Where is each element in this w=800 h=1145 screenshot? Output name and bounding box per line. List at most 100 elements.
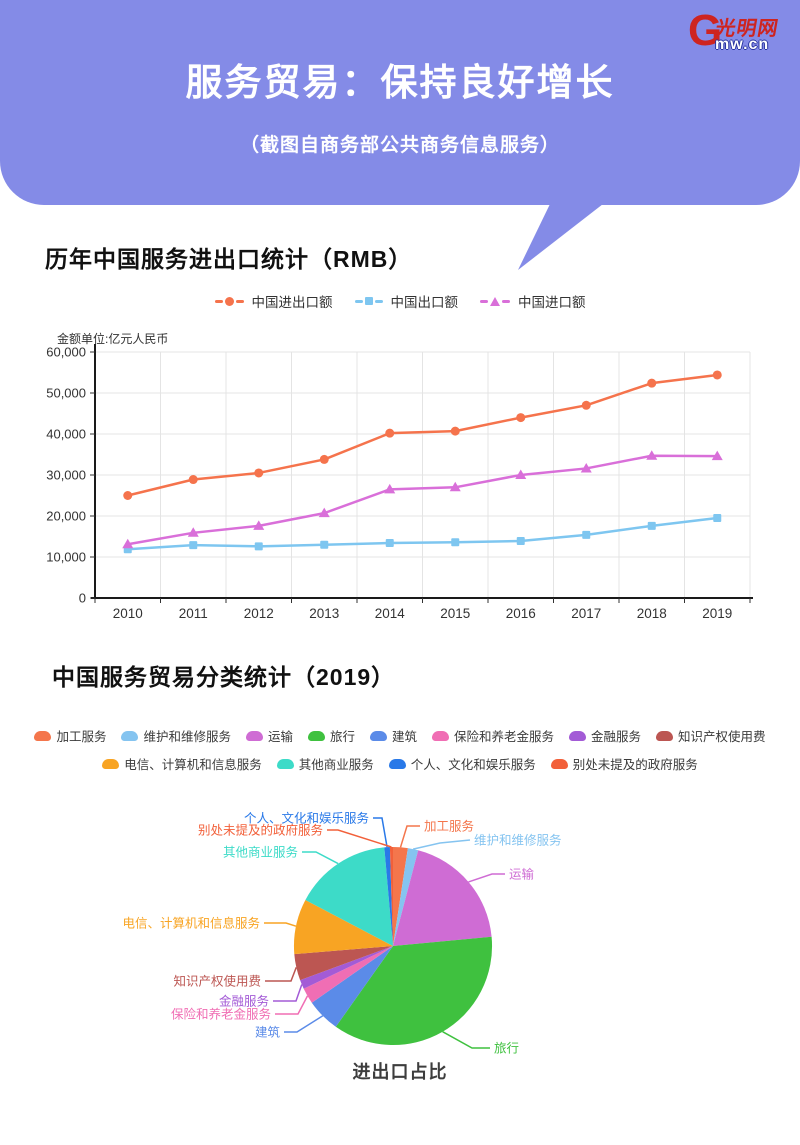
pie-slice-2: 运输 — [393, 850, 535, 946]
pie-chart-legend-row-1: 加工服务 维护和维修服务 运输 旅行 建筑 保险和养老金服务 金融服务 知识产权使用费 — [0, 726, 800, 745]
pie-slice-7: 知识产权使用费 — [173, 946, 393, 989]
pie-label-10: 个人、文化和娱乐服务 — [244, 811, 369, 826]
legend-label: 加工服务 — [56, 730, 107, 744]
svg-text:2011: 2011 — [179, 606, 208, 621]
svg-text:50,000: 50,000 — [46, 386, 86, 401]
gmw-logo-g: G — [688, 6, 723, 55]
pie-legend-item-7: 知识产权使用费 — [656, 726, 766, 745]
legend-label: 运输 — [267, 730, 293, 744]
pie-slice-4: 建筑 — [255, 946, 393, 1040]
legend-label: 知识产权使用费 — [678, 730, 766, 744]
legend-label: 中国进出口额 — [251, 295, 333, 310]
circle-marker-icon — [224, 296, 234, 306]
svg-text:2012: 2012 — [244, 606, 274, 621]
line-legend-item-2: 中国进口额 — [480, 291, 586, 311]
line-chart-legend: 中国进出口额 中国出口额 中国进口额 — [0, 291, 800, 311]
legend-label: 保险和养老金服务 — [454, 730, 555, 744]
pie-label-4: 建筑 — [255, 1025, 281, 1040]
legend-label: 金融服务 — [591, 730, 642, 744]
line-legend-item-0: 中国进出口额 — [214, 291, 333, 311]
svg-text:2013: 2013 — [309, 606, 339, 621]
fan-marker-icon — [569, 730, 587, 741]
legend-dash-icon — [502, 299, 510, 303]
legend-dash-icon — [235, 299, 244, 303]
pie-slice-3: 旅行 — [335, 936, 519, 1056]
pie-legend-item-10: 个人、文化和娱乐服务 — [388, 754, 536, 773]
pie-slice-6: 金融服务 — [219, 946, 393, 1009]
pie-label-11: 别处未提及的政府服务 — [198, 823, 323, 838]
fan-marker-icon — [432, 730, 450, 741]
fan-marker-icon — [102, 758, 120, 769]
pie-chart-caption: 进出口占比 — [352, 1062, 448, 1082]
svg-text:20,000: 20,000 — [46, 509, 86, 524]
pie-legend-item-4: 建筑 — [370, 726, 417, 745]
legend-label: 别处未提及的政府服务 — [572, 758, 698, 772]
gmw-logo: G 光明网 mw.cn — [688, 6, 788, 64]
pie-legend-item-2: 运输 — [245, 726, 293, 745]
svg-text:0: 0 — [79, 591, 86, 606]
legend-label: 维护和维修服务 — [143, 730, 231, 744]
svg-text:2016: 2016 — [506, 606, 536, 621]
pie-label-9: 其他商业服务 — [223, 845, 298, 860]
svg-text:2018: 2018 — [637, 606, 667, 621]
pie-slice-9: 其他商业服务 — [223, 845, 393, 946]
svg-text:2014: 2014 — [375, 606, 406, 621]
pie-label-6: 金融服务 — [219, 994, 269, 1009]
svg-text:60,000: 60,000 — [46, 345, 86, 360]
pie-label-8: 电信、计算机和信息服务 — [122, 916, 260, 931]
page-title: 服务贸易：保持良好增长 — [185, 62, 615, 103]
line-legend-item-1: 中国出口额 — [354, 291, 458, 311]
legend-label: 中国进口额 — [518, 295, 586, 310]
fan-marker-icon — [245, 730, 263, 741]
svg-text:30,000: 30,000 — [46, 468, 86, 483]
speech-bubble-tail-icon — [518, 204, 603, 270]
pie-slice-0: 加工服务 — [393, 819, 474, 946]
pie-label-2: 运输 — [509, 867, 535, 882]
fan-marker-icon — [550, 758, 568, 769]
svg-text:2010: 2010 — [113, 606, 143, 621]
legend-dash-icon — [354, 299, 363, 303]
pie-slice-11: 别处未提及的政府服务 — [198, 823, 393, 946]
square-marker-icon — [364, 297, 373, 305]
fan-marker-icon — [388, 758, 406, 769]
pie-chart-legend-row-2: 电信、计算机和信息服务 其他商业服务 个人、文化和娱乐服务 别处未提及的政府服务 — [0, 754, 800, 773]
legend-label: 个人、文化和娱乐服务 — [410, 758, 536, 772]
pie-legend-item-1: 维护和维修服务 — [121, 726, 231, 745]
line-chart-title: 历年中国服务进出口统计（RMB） — [45, 246, 413, 272]
legend-dash-icon — [214, 299, 223, 303]
pie-label-3: 旅行 — [494, 1042, 519, 1056]
fan-marker-icon — [276, 758, 294, 769]
fan-marker-icon — [34, 730, 52, 741]
legend-label: 旅行 — [329, 730, 355, 744]
svg-text:2019: 2019 — [702, 606, 732, 621]
svg-text:2017: 2017 — [571, 606, 601, 621]
pie-label-0: 加工服务 — [424, 819, 474, 834]
pie-label-7: 知识产权使用费 — [173, 974, 261, 989]
svg-text:10,000: 10,000 — [46, 550, 86, 565]
pie-legend-item-8: 电信、计算机和信息服务 — [102, 754, 262, 773]
page-subtitle: （截图自商务部公共商务信息服务） — [239, 135, 560, 156]
header-banner: 服务贸易：保持良好增长 （截图自商务部公共商务信息服务） G 光明网 mw.cn — [0, 0, 800, 205]
legend-dash-icon — [374, 299, 383, 303]
triangle-marker-icon — [490, 296, 500, 306]
pie-slice-8: 电信、计算机和信息服务 — [122, 900, 393, 955]
fan-marker-icon — [656, 730, 674, 741]
legend-label: 建筑 — [392, 730, 418, 744]
fan-marker-icon — [121, 730, 139, 741]
pie-chart-title: 中国服务贸易分类统计（2019） — [52, 664, 396, 690]
pie-legend-item-5: 保险和养老金服务 — [432, 726, 554, 745]
svg-text:40,000: 40,000 — [46, 427, 86, 442]
pie-legend-item-11: 别处未提及的政府服务 — [550, 754, 698, 773]
pie-slice-5: 保险和养老金服务 — [171, 946, 393, 1022]
legend-dash-icon — [480, 299, 488, 303]
pie-slice-1: 维护和维修服务 — [393, 833, 562, 946]
line-chart: 0 10,000 20,000 30,000 40,000 50,000 60,000 201… — [46, 344, 753, 621]
fan-marker-icon — [307, 730, 325, 741]
legend-label: 电信、计算机和信息服务 — [124, 758, 262, 772]
legend-label: 其他商业服务 — [298, 758, 374, 772]
fan-marker-icon — [370, 730, 387, 741]
pie-legend-item-9: 其他商业服务 — [276, 754, 374, 773]
pie-legend-item-3: 旅行 — [307, 726, 355, 745]
